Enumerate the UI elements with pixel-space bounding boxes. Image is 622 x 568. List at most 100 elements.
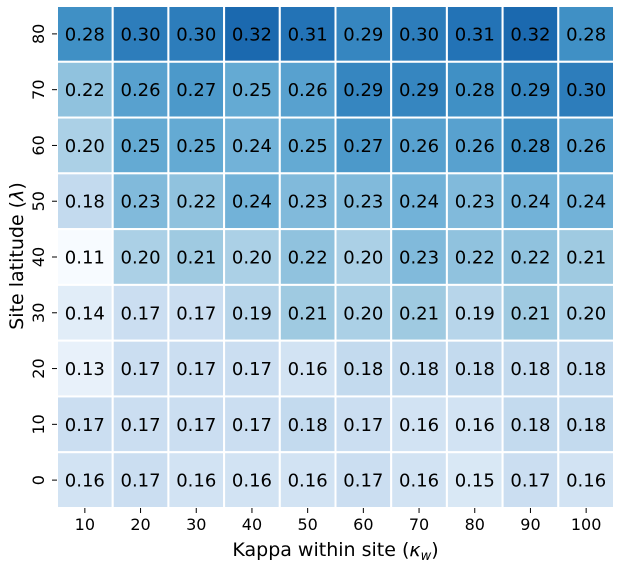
heatmap-cell-value: 0.17 (176, 303, 216, 324)
heatmap-cell-value: 0.11 (65, 248, 105, 269)
y-tick-label: 50 (29, 191, 48, 211)
heatmap-cell (390, 339, 448, 398)
heatmap-cell-value: 0.21 (510, 303, 550, 324)
heatmap-cell-value: 0.22 (176, 192, 216, 213)
heatmap-cell-value: 0.23 (399, 248, 439, 269)
heatmap-cell-value: 0.18 (510, 359, 550, 380)
heatmap-cell-value: 0.20 (65, 136, 105, 157)
heatmap-cell-value: 0.21 (399, 303, 439, 324)
heatmap-cell-value: 0.20 (121, 248, 161, 269)
y-tick-label: 0 (29, 475, 48, 485)
heatmap-cell (501, 339, 560, 398)
heatmap-cell-value: 0.26 (288, 80, 328, 101)
y-axis-label: Site latitude (λ) (6, 182, 28, 330)
heatmap-cell-value: 0.18 (455, 359, 495, 380)
x-axis-label-subscript: w (421, 549, 432, 564)
heatmap-cell-value: 0.26 (455, 136, 495, 157)
heatmap-cell-value: 0.16 (399, 471, 439, 492)
heatmap-cell (111, 60, 170, 119)
heatmap-cell (501, 395, 560, 454)
heatmap-cell (390, 116, 448, 175)
heatmap-cell (167, 283, 226, 342)
heatmap-cell (111, 451, 170, 510)
y-tick-label: 60 (29, 135, 48, 155)
heatmap-cell-value: 0.14 (65, 303, 105, 324)
heatmap-cell-value: 0.16 (399, 415, 439, 436)
heatmap-cell-value: 0.30 (566, 80, 606, 101)
heatmap-cell (167, 395, 226, 454)
y-axis-label-symbol: λ (6, 190, 28, 202)
heatmap-cell-value: 0.17 (121, 415, 161, 436)
heatmap-cell-value: 0.24 (566, 192, 606, 213)
heatmap-cell (445, 5, 504, 63)
heatmap-cell-value: 0.16 (232, 471, 272, 492)
y-tick-label: 40 (29, 247, 48, 267)
heatmap-cell (445, 228, 504, 286)
heatmap-cell-value: 0.22 (510, 248, 550, 269)
heatmap-cell-value: 0.17 (121, 303, 161, 324)
x-tick-label: 20 (130, 515, 150, 534)
heatmap-cell (111, 116, 170, 175)
heatmap-cell-value: 0.21 (288, 303, 328, 324)
heatmap-cell (501, 60, 560, 119)
heatmap-cell-value: 0.25 (288, 136, 328, 157)
heatmap-cell-value: 0.18 (510, 415, 550, 436)
heatmap-cell (334, 60, 393, 119)
y-axis-ticks: 80 70 60 50 40 30 20 10 0 (29, 24, 57, 485)
heatmap-cell-value: 0.28 (65, 24, 105, 45)
heatmap-cell-value: 0.16 (288, 359, 328, 380)
heatmap-cell (501, 228, 560, 286)
heatmap-cell (390, 172, 448, 231)
heatmap-cell-value: 0.32 (510, 24, 550, 45)
heatmap-cell-value: 0.25 (176, 136, 216, 157)
heatmap-cell-value: 0.17 (176, 415, 216, 436)
heatmap-cell-value: 0.17 (121, 359, 161, 380)
heatmap-cell-value: 0.17 (65, 415, 105, 436)
heatmap-cell-value: 0.23 (121, 192, 161, 213)
heatmap-cell-value: 0.25 (232, 80, 272, 101)
y-tick-label: 70 (29, 79, 48, 99)
heatmap-cell (56, 172, 114, 231)
heatmap-cell (334, 5, 393, 63)
heatmap-cell-value: 0.16 (566, 471, 606, 492)
x-axis-label-symbol: κ (409, 539, 421, 561)
heatmap-cell-value: 0.24 (232, 136, 272, 157)
heatmap-cell-value: 0.30 (121, 24, 161, 45)
heatmap-cell (56, 339, 114, 398)
heatmap-cell (557, 60, 615, 119)
heatmap-cell (278, 451, 337, 510)
heatmap-cell-value: 0.18 (399, 359, 439, 380)
heatmap-cell-value: 0.26 (121, 80, 161, 101)
heatmap-cell-value: 0.29 (510, 80, 550, 101)
heatmap-cell-value: 0.22 (288, 248, 328, 269)
heatmap-cell-value: 0.21 (566, 248, 606, 269)
heatmap-cell (111, 395, 170, 454)
heatmap-cell-value: 0.24 (232, 192, 272, 213)
heatmap-cell (167, 116, 226, 175)
heatmap-cell-value: 0.19 (455, 303, 495, 324)
heatmap-cell-value: 0.20 (343, 248, 383, 269)
heatmap-cell-labels: 0.28 0.30 0.30 0.32 0.31 0.29 0.30 0.31 0.32 0.28… (65, 24, 606, 491)
heatmap-cell-value: 0.24 (399, 192, 439, 213)
x-tick-label: 50 (297, 515, 317, 534)
y-tick-label: 30 (29, 303, 48, 323)
heatmap-cell-value: 0.17 (176, 359, 216, 380)
heatmap-cell-value: 0.29 (343, 24, 383, 45)
heatmap-cell-value: 0.22 (455, 248, 495, 269)
heatmap-cell (278, 395, 337, 454)
heatmap-cell (445, 451, 504, 510)
heatmap-cell-value: 0.17 (510, 471, 550, 492)
heatmap-cell-value: 0.28 (566, 24, 606, 45)
heatmap-cell (334, 172, 393, 231)
heatmap-cell (557, 116, 615, 175)
heatmap-cell-value: 0.19 (232, 303, 272, 324)
x-tick-label: 40 (242, 515, 262, 534)
heatmap-cell (557, 228, 615, 286)
heatmap-cell-value: 0.26 (399, 136, 439, 157)
y-tick-label: 10 (29, 414, 48, 434)
heatmap-cell (557, 5, 615, 63)
heatmap-cell (278, 283, 337, 342)
heatmap-cell (56, 283, 114, 342)
x-tick-label: 70 (409, 515, 429, 534)
